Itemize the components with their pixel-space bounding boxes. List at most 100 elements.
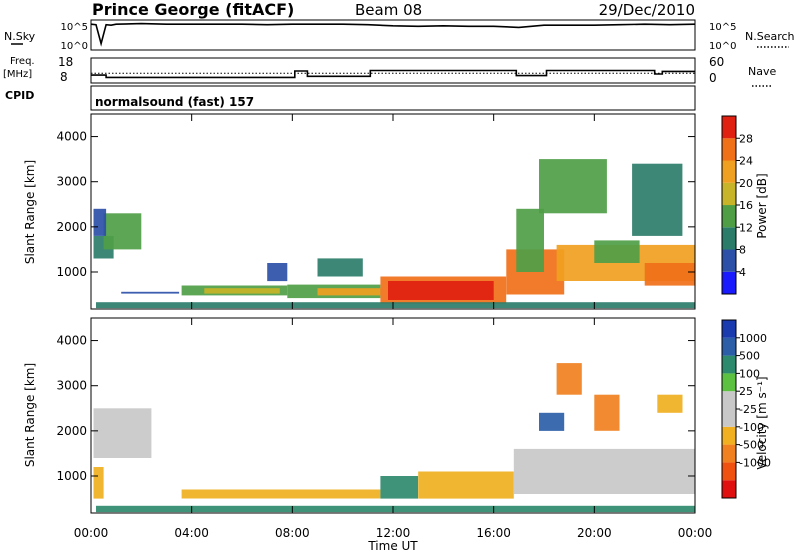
velocity-colorbar-segment-1 <box>722 462 736 481</box>
power-band-2 <box>93 208 107 236</box>
power-heatmap-cells <box>93 159 695 309</box>
cpid-label: CPID <box>5 89 34 102</box>
velocity-band-4 <box>418 471 514 499</box>
nave-tick-top: 60 <box>709 55 724 69</box>
velocity-band-7 <box>556 363 582 395</box>
power-colorbar-segment-4 <box>722 182 736 206</box>
freq-tick-bottom: 8 <box>60 70 68 84</box>
freq-tick-top: 18 <box>58 55 73 69</box>
power-colorbar-tick-label-3: 16 <box>739 199 753 212</box>
velocity-colorbar-segment-6 <box>722 373 736 392</box>
velocity-colorbar-tick-label-4: -25 <box>739 403 757 416</box>
velocity-colorbar-segment-0 <box>722 480 736 498</box>
time-tick-label-5: 20:00 <box>577 526 612 540</box>
nsearch-label: N.Search <box>745 30 795 43</box>
beam-title: Beam 08 <box>355 1 422 19</box>
time-tick-label-2: 08:00 <box>275 526 310 540</box>
freq-unit-label: [MHz] <box>3 69 32 80</box>
power-colorbar-segment-2 <box>722 227 736 250</box>
power-band-3 <box>121 291 180 294</box>
power-band-5 <box>204 288 280 294</box>
velocity-colorbar-tick-label-1: 500 <box>739 350 760 363</box>
power-axes: 1000 2000 3000 4000 <box>56 114 696 309</box>
power-ytick-label-1: 2000 <box>56 220 87 234</box>
velocity-ytick-label-2: 3000 <box>56 379 87 393</box>
time-axis-ticks: 00:00 04:00 08:00 12:00 16:00 20:00 00:00 <box>74 526 713 540</box>
power-colorbar-tick-label-1: 8 <box>739 244 746 257</box>
velocity-band-10 <box>96 505 695 513</box>
velocity-colorbar-tick-label-7: -1000 <box>739 456 771 469</box>
velocity-axes: 1000 2000 3000 4000 <box>56 318 696 513</box>
time-tick-label-3: 12:00 <box>376 526 411 540</box>
nsky-tick-bottom: 10^0 <box>61 41 88 52</box>
power-ylabel: Slant Range [km] <box>23 160 37 264</box>
power-colorbar-tick-label-2: 12 <box>739 221 753 234</box>
velocity-colorbar-segment-5 <box>722 391 736 409</box>
freq-label: Freq. <box>10 56 35 67</box>
velocity-colorbar-segment-3 <box>722 426 736 445</box>
cpid-panel-frame <box>90 85 696 111</box>
velocity-band-0 <box>93 408 152 458</box>
velocity-colorbar-label: Velocity [m s⁻¹] <box>755 376 769 469</box>
nsky-series-line <box>90 22 696 47</box>
velocity-ytick-label-1: 2000 <box>56 424 87 438</box>
power-colorbar-segment-1 <box>722 249 736 272</box>
velocity-colorbar-segment-4 <box>722 409 736 427</box>
freq-panel-frame <box>90 57 696 84</box>
power-colorbar-tick-label-0: 4 <box>739 266 746 279</box>
velocity-band-2 <box>181 489 381 499</box>
power-colorbar-segment-5 <box>722 160 736 183</box>
power-band-16 <box>632 163 683 236</box>
nave-tick-bottom: 0 <box>709 71 717 85</box>
power-colorbar-segment-3 <box>722 205 736 228</box>
velocity-ylabel: Slant Range [km] <box>23 363 37 467</box>
power-colorbar-tick-label-4: 20 <box>739 177 753 190</box>
station-title: Prince George (fitACF) <box>92 0 294 19</box>
velocity-band-8 <box>594 394 620 431</box>
power-band-11 <box>516 208 544 272</box>
power-ytick-label-0: 1000 <box>56 265 87 279</box>
velocity-colorbar-tick-label-5: -100 <box>739 421 764 434</box>
velocity-band-3 <box>380 476 419 499</box>
power-colorbar-tick-label-6: 28 <box>739 132 753 145</box>
velocity-colorbar-tick-label-0: 1000 <box>739 332 767 345</box>
velocity-band-9 <box>657 394 683 413</box>
power-band-19 <box>96 302 695 309</box>
nsearch-tick-top: 10^5 <box>709 22 736 33</box>
velocity-colorbar-segment-2 <box>722 444 736 463</box>
power-colorbar-segment-7 <box>722 116 736 139</box>
time-tick-label-6: 00:00 <box>678 526 713 540</box>
velocity-colorbar-tick-label-2: 100 <box>739 367 760 380</box>
power-colorbar-label: Power [dB] <box>755 173 769 238</box>
power-band-1 <box>103 213 142 250</box>
time-tick-label-1: 04:00 <box>174 526 209 540</box>
power-band-12 <box>539 159 607 214</box>
power-colorbar-segment-6 <box>722 138 736 161</box>
time-tick-label-0: 00:00 <box>74 526 109 540</box>
nave-label: Nave <box>748 65 776 78</box>
power-ytick-label-2: 3000 <box>56 175 87 189</box>
velocity-colorbar-segment-7 <box>722 355 736 374</box>
time-axis-label: Time UT <box>367 539 418 553</box>
nsky-tick-top: 10^5 <box>61 22 88 33</box>
velocity-colorbar-tick-label-6: -500 <box>739 439 764 452</box>
power-band-17 <box>267 263 288 282</box>
velocity-band-6 <box>539 412 565 431</box>
power-band-14 <box>594 240 640 263</box>
power-band-9 <box>388 281 494 300</box>
time-tick-label-4: 16:00 <box>476 526 511 540</box>
power-ytick-label-3: 4000 <box>56 130 87 144</box>
velocity-band-1 <box>93 467 104 499</box>
velocity-colorbar-segment-9 <box>722 320 736 338</box>
power-colorbar-tick-label-5: 24 <box>739 155 753 168</box>
velocity-band-5 <box>513 448 695 494</box>
velocity-colorbar-segment-8 <box>722 337 736 356</box>
cpid-value: normalsound (fast) 157 <box>95 95 254 109</box>
nsky-label: N.Sky <box>4 30 36 43</box>
date-title: 29/Dec/2010 <box>599 1 695 19</box>
velocity-colorbar-tick-label-3: 25 <box>739 385 753 398</box>
nsearch-tick-bottom: 10^0 <box>709 41 736 52</box>
power-colorbar-segment-0 <box>722 271 736 295</box>
power-colorbar: 4 8 12 16 20 24 28 <box>721 115 753 295</box>
